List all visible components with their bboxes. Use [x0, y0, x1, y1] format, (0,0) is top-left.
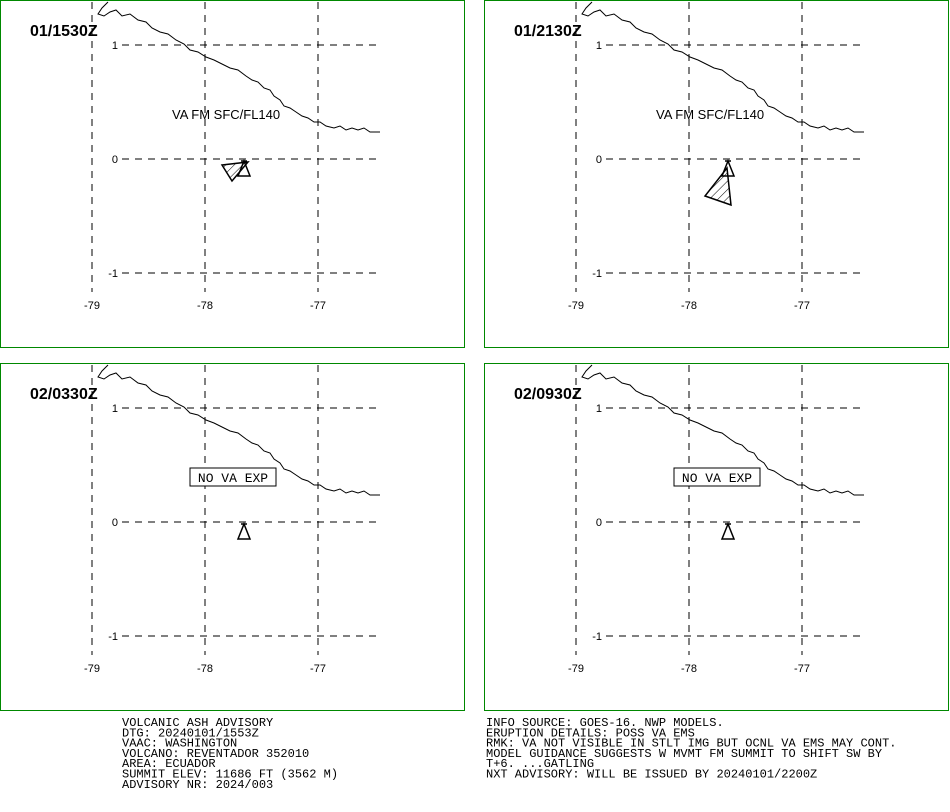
- y-tick-label: 1: [112, 403, 118, 415]
- y-tick-label: 1: [596, 403, 602, 415]
- valid-time: 01/1530Z: [30, 23, 98, 40]
- x-tick-label: -77: [794, 300, 810, 312]
- panel-border: [484, 0, 949, 348]
- valid-time: 02/0330Z: [30, 386, 98, 403]
- coastline: [581, 1, 864, 133]
- map-panel: -79 -78 -77 1 0 -1 02/0930Z NO VA EXP: [484, 363, 949, 711]
- advisory-line: T+6. ...GATLING: [486, 757, 594, 771]
- va-annotation: NO VA EXP: [682, 471, 752, 486]
- valid-time: 02/0930Z: [514, 386, 582, 403]
- x-tick-label: -79: [84, 663, 100, 675]
- y-tick-label: 0: [596, 154, 602, 166]
- y-tick-label: -1: [108, 631, 118, 643]
- advisory-line: MODEL GUIDANCE SUGGESTS W MVMT FM SUMMIT…: [486, 747, 882, 761]
- advisory-line: VOLCANO: REVENTADOR 352010: [122, 747, 309, 761]
- annotation-box: [189, 467, 277, 487]
- coastline: [97, 1, 380, 133]
- y-tick-label: 0: [112, 154, 118, 166]
- va-annotation: VA FM SFC/FL140: [172, 107, 280, 122]
- annotation-box: [673, 467, 761, 487]
- volcano-symbol: [236, 521, 252, 540]
- x-tick-label: -79: [568, 300, 584, 312]
- map-panel: -79 -78 -77 1 0 -1 01/2130Z VA FM SFC/FL140: [484, 0, 949, 348]
- advisory-line: RMK: VA NOT VISIBLE IN STLT IMG BUT OCNL…: [486, 737, 896, 751]
- y-tick-label: -1: [592, 631, 602, 643]
- volcano-symbol: [720, 521, 736, 540]
- advisory-line: DTG: 20240101/1553Z: [122, 726, 259, 740]
- advisory-line: NXT ADVISORY: WILL BE ISSUED BY 20240101…: [486, 768, 817, 782]
- valid-time: 01/2130Z: [514, 23, 582, 40]
- coastline: [581, 364, 864, 496]
- x-tick-label: -77: [310, 300, 326, 312]
- x-tick-label: -79: [568, 663, 584, 675]
- x-tick-label: -77: [794, 663, 810, 675]
- y-tick-label: -1: [592, 268, 602, 280]
- y-tick-label: -1: [108, 268, 118, 280]
- coastline: [97, 364, 380, 496]
- panel-border: [0, 0, 465, 348]
- advisory-line: VAAC: WASHINGTON: [122, 737, 237, 751]
- panel-border: [484, 363, 949, 711]
- va-annotation: VA FM SFC/FL140: [656, 107, 764, 122]
- ash-polygon: [220, 161, 250, 183]
- advisory-line: ADVISORY NR: 2024/003: [122, 778, 273, 792]
- advisory-line: INFO SOURCE: GOES-16. NWP MODELS.: [486, 716, 724, 730]
- x-tick-label: -78: [681, 300, 697, 312]
- x-tick-label: -78: [197, 663, 213, 675]
- map-panel: -79 -78 -77 1 0 -1 01/1530Z VA FM SFC/FL140: [0, 0, 465, 348]
- advisory-line: SUMMIT ELEV: 11686 FT (3562 M): [122, 768, 338, 782]
- y-tick-label: 0: [596, 517, 602, 529]
- panel-border: [0, 363, 465, 711]
- y-tick-label: 0: [112, 517, 118, 529]
- map-panel: -79 -78 -77 1 0 -1 02/0330Z NO VA EXP: [0, 363, 465, 711]
- ash-polygon: [703, 166, 732, 207]
- y-tick-label: 1: [596, 40, 602, 52]
- x-tick-label: -78: [197, 300, 213, 312]
- va-annotation: NO VA EXP: [198, 471, 268, 486]
- y-tick-label: 1: [112, 40, 118, 52]
- advisory-line: ERUPTION DETAILS: POSS VA EMS: [486, 726, 695, 740]
- advisory-line: AREA: ECUADOR: [122, 757, 216, 771]
- x-tick-label: -77: [310, 663, 326, 675]
- advisory-line: VOLCANIC ASH ADVISORY: [122, 716, 273, 730]
- x-tick-label: -79: [84, 300, 100, 312]
- x-tick-label: -78: [681, 663, 697, 675]
